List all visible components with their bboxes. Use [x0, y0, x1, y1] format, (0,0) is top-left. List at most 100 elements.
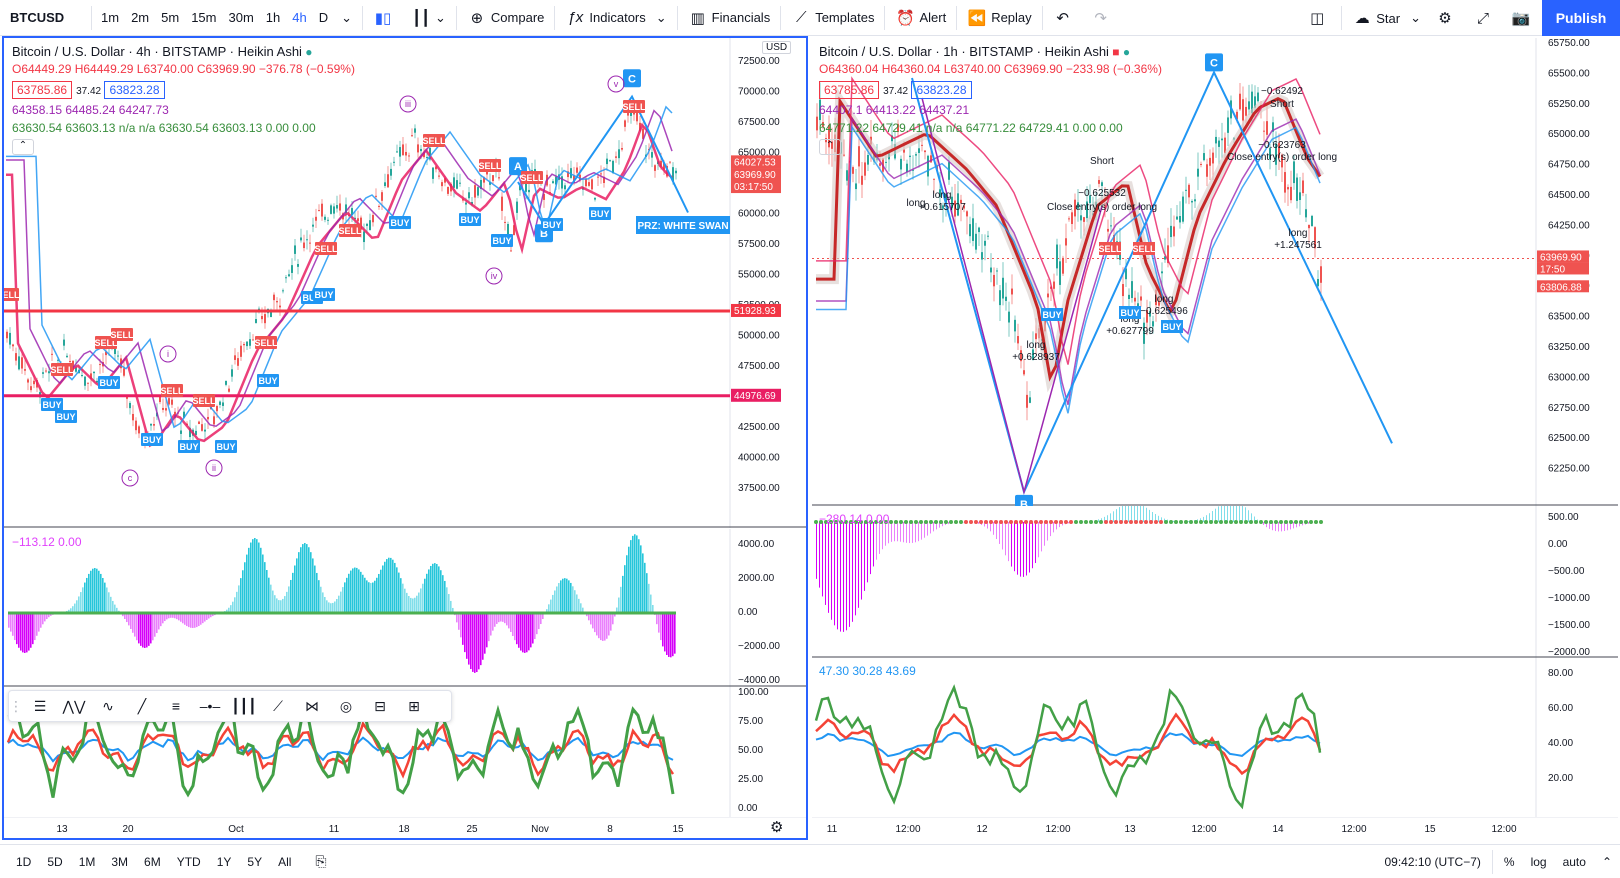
log-toggle[interactable]: log [1530, 855, 1547, 869]
right-legend: Bitcoin / U.S. Dollar · 1h · BITSTAMP · … [819, 44, 1162, 155]
left-ask-box[interactable]: 63823.28 [104, 81, 165, 99]
candle-body [978, 227, 980, 233]
clock-timezone[interactable]: 09:42:10 (UTC−7) [1384, 855, 1481, 869]
histogram-bar [466, 613, 468, 659]
right-time-axis[interactable]: 11 12:00 12 12:00 13 12:00 14 12:00 15 12:00 [812, 817, 1618, 839]
buy-signal-label: BUY [216, 442, 235, 452]
percent-toggle[interactable]: % [1503, 855, 1515, 869]
goto-date-icon[interactable]: ⎘ [315, 853, 327, 869]
histogram-bar [386, 559, 388, 613]
fib-tool-icon[interactable]: ≡ [171, 698, 181, 714]
symbol-search[interactable]: BTCUSD [10, 10, 65, 25]
fullscreen-button[interactable]: ⤢ [1466, 0, 1504, 36]
currency-selector[interactable]: USD [762, 41, 792, 54]
snapshot-button[interactable]: 📷 [1504, 0, 1542, 36]
undo-button[interactable]: ↶ [1046, 0, 1084, 36]
indicators-button[interactable]: ƒx Indicators ⌄ [558, 0, 673, 36]
chart-type-button[interactable]: ┃┃ ⌄ [404, 0, 453, 36]
right-bid-box[interactable]: 63785.86 [819, 81, 880, 99]
candle-body [1311, 215, 1313, 227]
star-button[interactable]: ☁ Star ⌄ [1345, 0, 1428, 36]
gear-icon[interactable]: ⚙ [770, 819, 784, 836]
timeframe-5m[interactable]: 5m [161, 10, 180, 25]
timeframe-1h[interactable]: 1h [265, 10, 281, 25]
elliott-wave-icon[interactable]: ∿ [102, 697, 114, 714]
publish-button[interactable]: Publish [1542, 0, 1620, 36]
right-main-chart[interactable]: 65750.00 65500.00 65250.00 65000.00 64750.00… [812, 38, 1618, 506]
candle-body [324, 216, 326, 220]
timeframe-15m[interactable]: 15m [191, 10, 217, 25]
range-6M[interactable]: 6M [144, 854, 161, 869]
histogram-bar [879, 522, 880, 554]
right-oscillator-1[interactable]: 500.00 0.00 −500.00 −1000.00 −1500.00 −2000.0… [812, 506, 1618, 658]
strategy-value-label: +0.615707 [918, 202, 966, 213]
time-tick-label: 25 [466, 824, 478, 835]
left-main-chart[interactable]: 72500.0070000.0067500.0065000.0062500.00… [4, 38, 806, 528]
alert-button[interactable]: ⏰ Alert [888, 0, 953, 36]
candle-body [420, 148, 422, 152]
timeframe-D[interactable]: D [318, 10, 329, 25]
histogram-bar [526, 613, 528, 653]
left-oscillator-2[interactable]: 100.00 75.00 50.00 25.00 0.00 [4, 687, 806, 817]
right-ask-box[interactable]: 63823.28 [911, 81, 972, 99]
range-3M[interactable]: 3M [111, 854, 129, 869]
lines-tool-icon[interactable]: ☰ [33, 697, 47, 714]
left-oscillator-1[interactable]: 4000.00 2000.00 0.00 −2000.00 −4000.00 [4, 529, 806, 687]
bottom-toolbar: 1D 5D 1M 3M 6M YTD 1Y 5Y All ⎘ 09:42:10 (UTC−7) … [0, 844, 1620, 878]
templates-button[interactable]: ⟋ Templates [784, 0, 881, 36]
left-bid-box[interactable]: 63785.86 [12, 81, 73, 99]
trend-line-icon[interactable]: ╱ [137, 697, 147, 714]
bar-style-button[interactable]: ▮▯ [366, 0, 404, 36]
xabcd-pattern-icon[interactable]: ⋈ [305, 697, 319, 714]
horizontal-line-icon[interactable]: –•– [199, 698, 221, 714]
layout-button[interactable]: ◫ [1300, 0, 1338, 36]
zero-dot [959, 520, 963, 524]
timeframe-30m[interactable]: 30m [228, 10, 254, 25]
candle-body [1110, 225, 1112, 227]
redo-button[interactable]: ↷ [1084, 0, 1122, 36]
bars-pattern-icon[interactable]: ┃┃┃ [231, 697, 257, 714]
collapse-legend-button[interactable]: ⌃ [819, 139, 841, 155]
financials-button[interactable]: ▥ Financials [681, 0, 778, 36]
histogram-bar [198, 613, 200, 627]
cycle-icon[interactable]: ◎ [339, 697, 353, 714]
candle-body [609, 160, 611, 162]
collapse-legend-button[interactable]: ⌃ [12, 139, 34, 155]
right-oscillator-2[interactable]: 80.00 60.00 40.00 20.00 [812, 658, 1618, 817]
histogram-bar [166, 613, 168, 620]
timeframe-dropdown-icon[interactable]: ⌄ [341, 9, 353, 25]
buy-signal-box [1119, 306, 1141, 319]
auto-toggle[interactable]: auto [1562, 855, 1586, 869]
range-1Y[interactable]: 1Y [216, 854, 232, 869]
left-time-axis[interactable]: 13 20 Oct 11 18 25 Nov 8 15 [4, 817, 806, 839]
osc-tick-label: 60.00 [1548, 703, 1573, 714]
candle-body [924, 150, 926, 153]
candle-body [453, 177, 455, 188]
range-5D[interactable]: 5D [47, 854, 63, 869]
timeframe-4h[interactable]: 4h [292, 10, 307, 25]
measure-tool-icon[interactable]: ⊞ [408, 697, 420, 714]
range-All[interactable]: All [278, 854, 292, 869]
abcd-pattern-icon[interactable]: ⋀⋁ [62, 697, 86, 714]
candle-body [1242, 99, 1244, 121]
timeframe-2m[interactable]: 2m [131, 10, 150, 25]
drag-handle-icon[interactable]: ⋮ [9, 697, 23, 714]
candle-body [1149, 311, 1151, 317]
timeframe-1m[interactable]: 1m [101, 10, 120, 25]
position-tool-icon[interactable]: ⊟ [374, 697, 386, 714]
replay-button[interactable]: ⏪ Replay [960, 0, 1038, 36]
range-1D[interactable]: 1D [16, 854, 32, 869]
chevron-up-icon[interactable]: ⌃ [1601, 855, 1612, 869]
histogram-bar [148, 613, 150, 646]
range-1M[interactable]: 1M [78, 854, 96, 869]
candle-body [990, 267, 992, 273]
candle-body [1317, 278, 1319, 287]
range-5Y[interactable]: 5Y [247, 854, 263, 869]
strategy-long-label: long [1121, 314, 1140, 325]
ray-icon[interactable]: ⟋ [273, 697, 283, 714]
zero-dot [839, 520, 843, 524]
range-YTD[interactable]: YTD [176, 854, 201, 869]
compare-button[interactable]: ⊕ Compare [460, 0, 551, 36]
settings-button[interactable]: ⚙ [1428, 0, 1466, 36]
zero-dot [1229, 520, 1233, 524]
